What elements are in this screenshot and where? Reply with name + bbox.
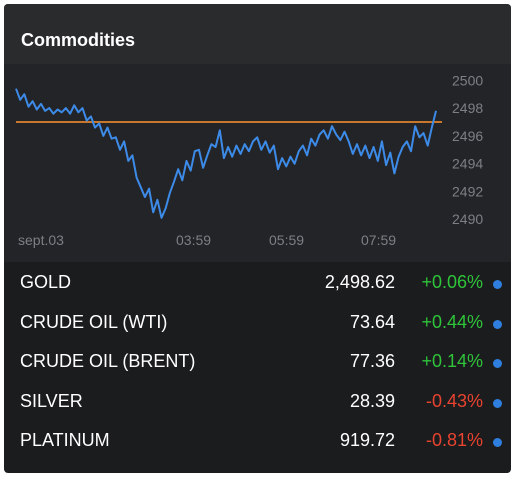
commodity-row-crude-oil-wti[interactable]: CRUDE OIL (WTI) 73.64 +0.44% — [4, 302, 511, 342]
commodity-name: CRUDE OIL (BRENT) — [20, 351, 196, 371]
widget-header: Commodities — [4, 4, 511, 64]
commodity-row-gold[interactable]: GOLD 2,498.62 +0.06% — [4, 262, 511, 302]
status-dot-icon — [493, 438, 502, 447]
status-dot-icon — [493, 359, 502, 368]
commodity-row-platinum[interactable]: PLATINUM 919.72 -0.81% — [4, 420, 511, 460]
commodity-price: 28.39 — [349, 390, 395, 411]
x-tick-label: 03:59 — [176, 232, 211, 248]
commodity-change: +0.14% — [421, 351, 483, 371]
commodity-name: CRUDE OIL (WTI) — [20, 311, 168, 332]
widget-title: Commodities — [21, 30, 136, 50]
chart-svg: 2500 2498 2496 2494 2492 2490 sept.03 03:59 05:5… — [15, 72, 483, 248]
x-tick-label: sept.03 — [18, 232, 64, 248]
commodity-price: 77.36 — [349, 351, 395, 371]
x-tick-label: 07:59 — [361, 232, 396, 248]
price-series-line — [15, 88, 437, 219]
commodity-row-silver[interactable]: SILVER 28.39 -0.43% — [4, 381, 511, 421]
commodity-list: GOLD 2,498.62 +0.06% CRUDE OIL (WTI) 73.… — [4, 262, 511, 460]
y-tick-label: 2496 — [452, 128, 483, 144]
y-tick-label: 2498 — [452, 100, 483, 116]
status-dot-icon — [493, 319, 502, 329]
y-tick-label: 2490 — [452, 211, 483, 227]
commodity-price: 919.72 — [339, 430, 395, 450]
commodity-name: SILVER — [20, 390, 83, 411]
status-dot-icon — [493, 398, 502, 408]
commodity-change: +0.06% — [421, 272, 483, 292]
commodity-name: GOLD — [20, 272, 72, 292]
y-tick-label: 2492 — [452, 183, 483, 199]
commodity-change: -0.81% — [425, 430, 483, 450]
price-chart[interactable]: 2500 2498 2496 2494 2492 2490 sept.03 03:59 05:5… — [4, 64, 511, 262]
commodity-name: PLATINUM — [20, 430, 110, 450]
commodity-change: -0.43% — [425, 390, 483, 411]
y-tick-label: 2500 — [452, 72, 483, 88]
commodity-change: +0.44% — [421, 311, 483, 332]
y-tick-label: 2494 — [452, 156, 483, 172]
commodity-row-crude-oil-brent[interactable]: CRUDE OIL (BRENT) 77.36 +0.14% — [4, 341, 511, 381]
status-dot-icon — [493, 280, 502, 289]
x-tick-label: 05:59 — [269, 232, 304, 248]
commodity-price: 2,498.62 — [324, 272, 395, 292]
commodity-price: 73.64 — [349, 311, 395, 332]
commodities-widget: Commodities 2500 2498 2496 2494 2492 2490 sept… — [4, 4, 511, 473]
